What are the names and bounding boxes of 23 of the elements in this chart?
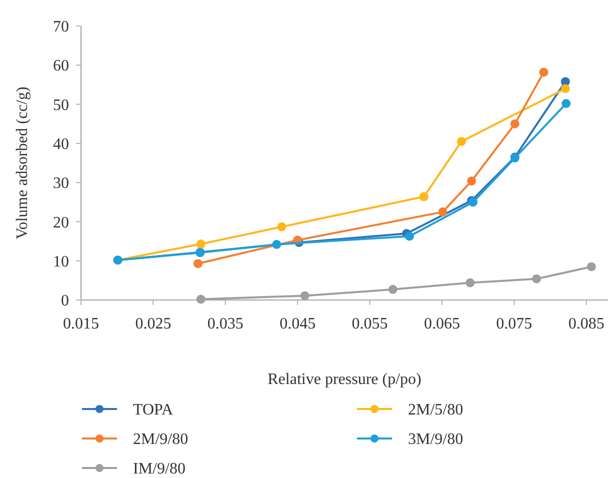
y-tick-label: 10 (53, 253, 69, 270)
legend-label: 2M/9/80 (133, 431, 188, 448)
y-tick-label: 70 (53, 18, 69, 36)
y-tick-label: 60 (53, 58, 69, 75)
y-tick-label: 50 (53, 96, 69, 114)
x-tick-label: 0.075 (496, 316, 532, 333)
x-tick-label: 0.055 (352, 316, 388, 333)
x-tick-label: 0.085 (568, 316, 604, 333)
y-tick-label: 0 (61, 292, 69, 310)
x-tick-label: 0.015 (63, 316, 99, 333)
x-axis-title: Relative pressure (p/po) (268, 371, 422, 388)
legend-label: IM/9/80 (133, 460, 186, 478)
x-tick-label: 0.025 (135, 316, 172, 333)
y-tick-label: 20 (53, 214, 69, 232)
x-tick-label: 0.045 (280, 316, 316, 333)
x-tick-label: 0.035 (207, 316, 244, 333)
legend-label: 3M/9/80 (408, 431, 464, 448)
legend-label: 2M/5/80 (408, 402, 464, 419)
x-tick-label: 0.065 (424, 316, 460, 333)
y-tick-label: 40 (53, 136, 69, 154)
y-tick-label: 30 (53, 175, 69, 192)
y-axis-title: Volume adsorbed (cc/g) (14, 86, 31, 240)
legend-label: TOPA (133, 402, 174, 419)
